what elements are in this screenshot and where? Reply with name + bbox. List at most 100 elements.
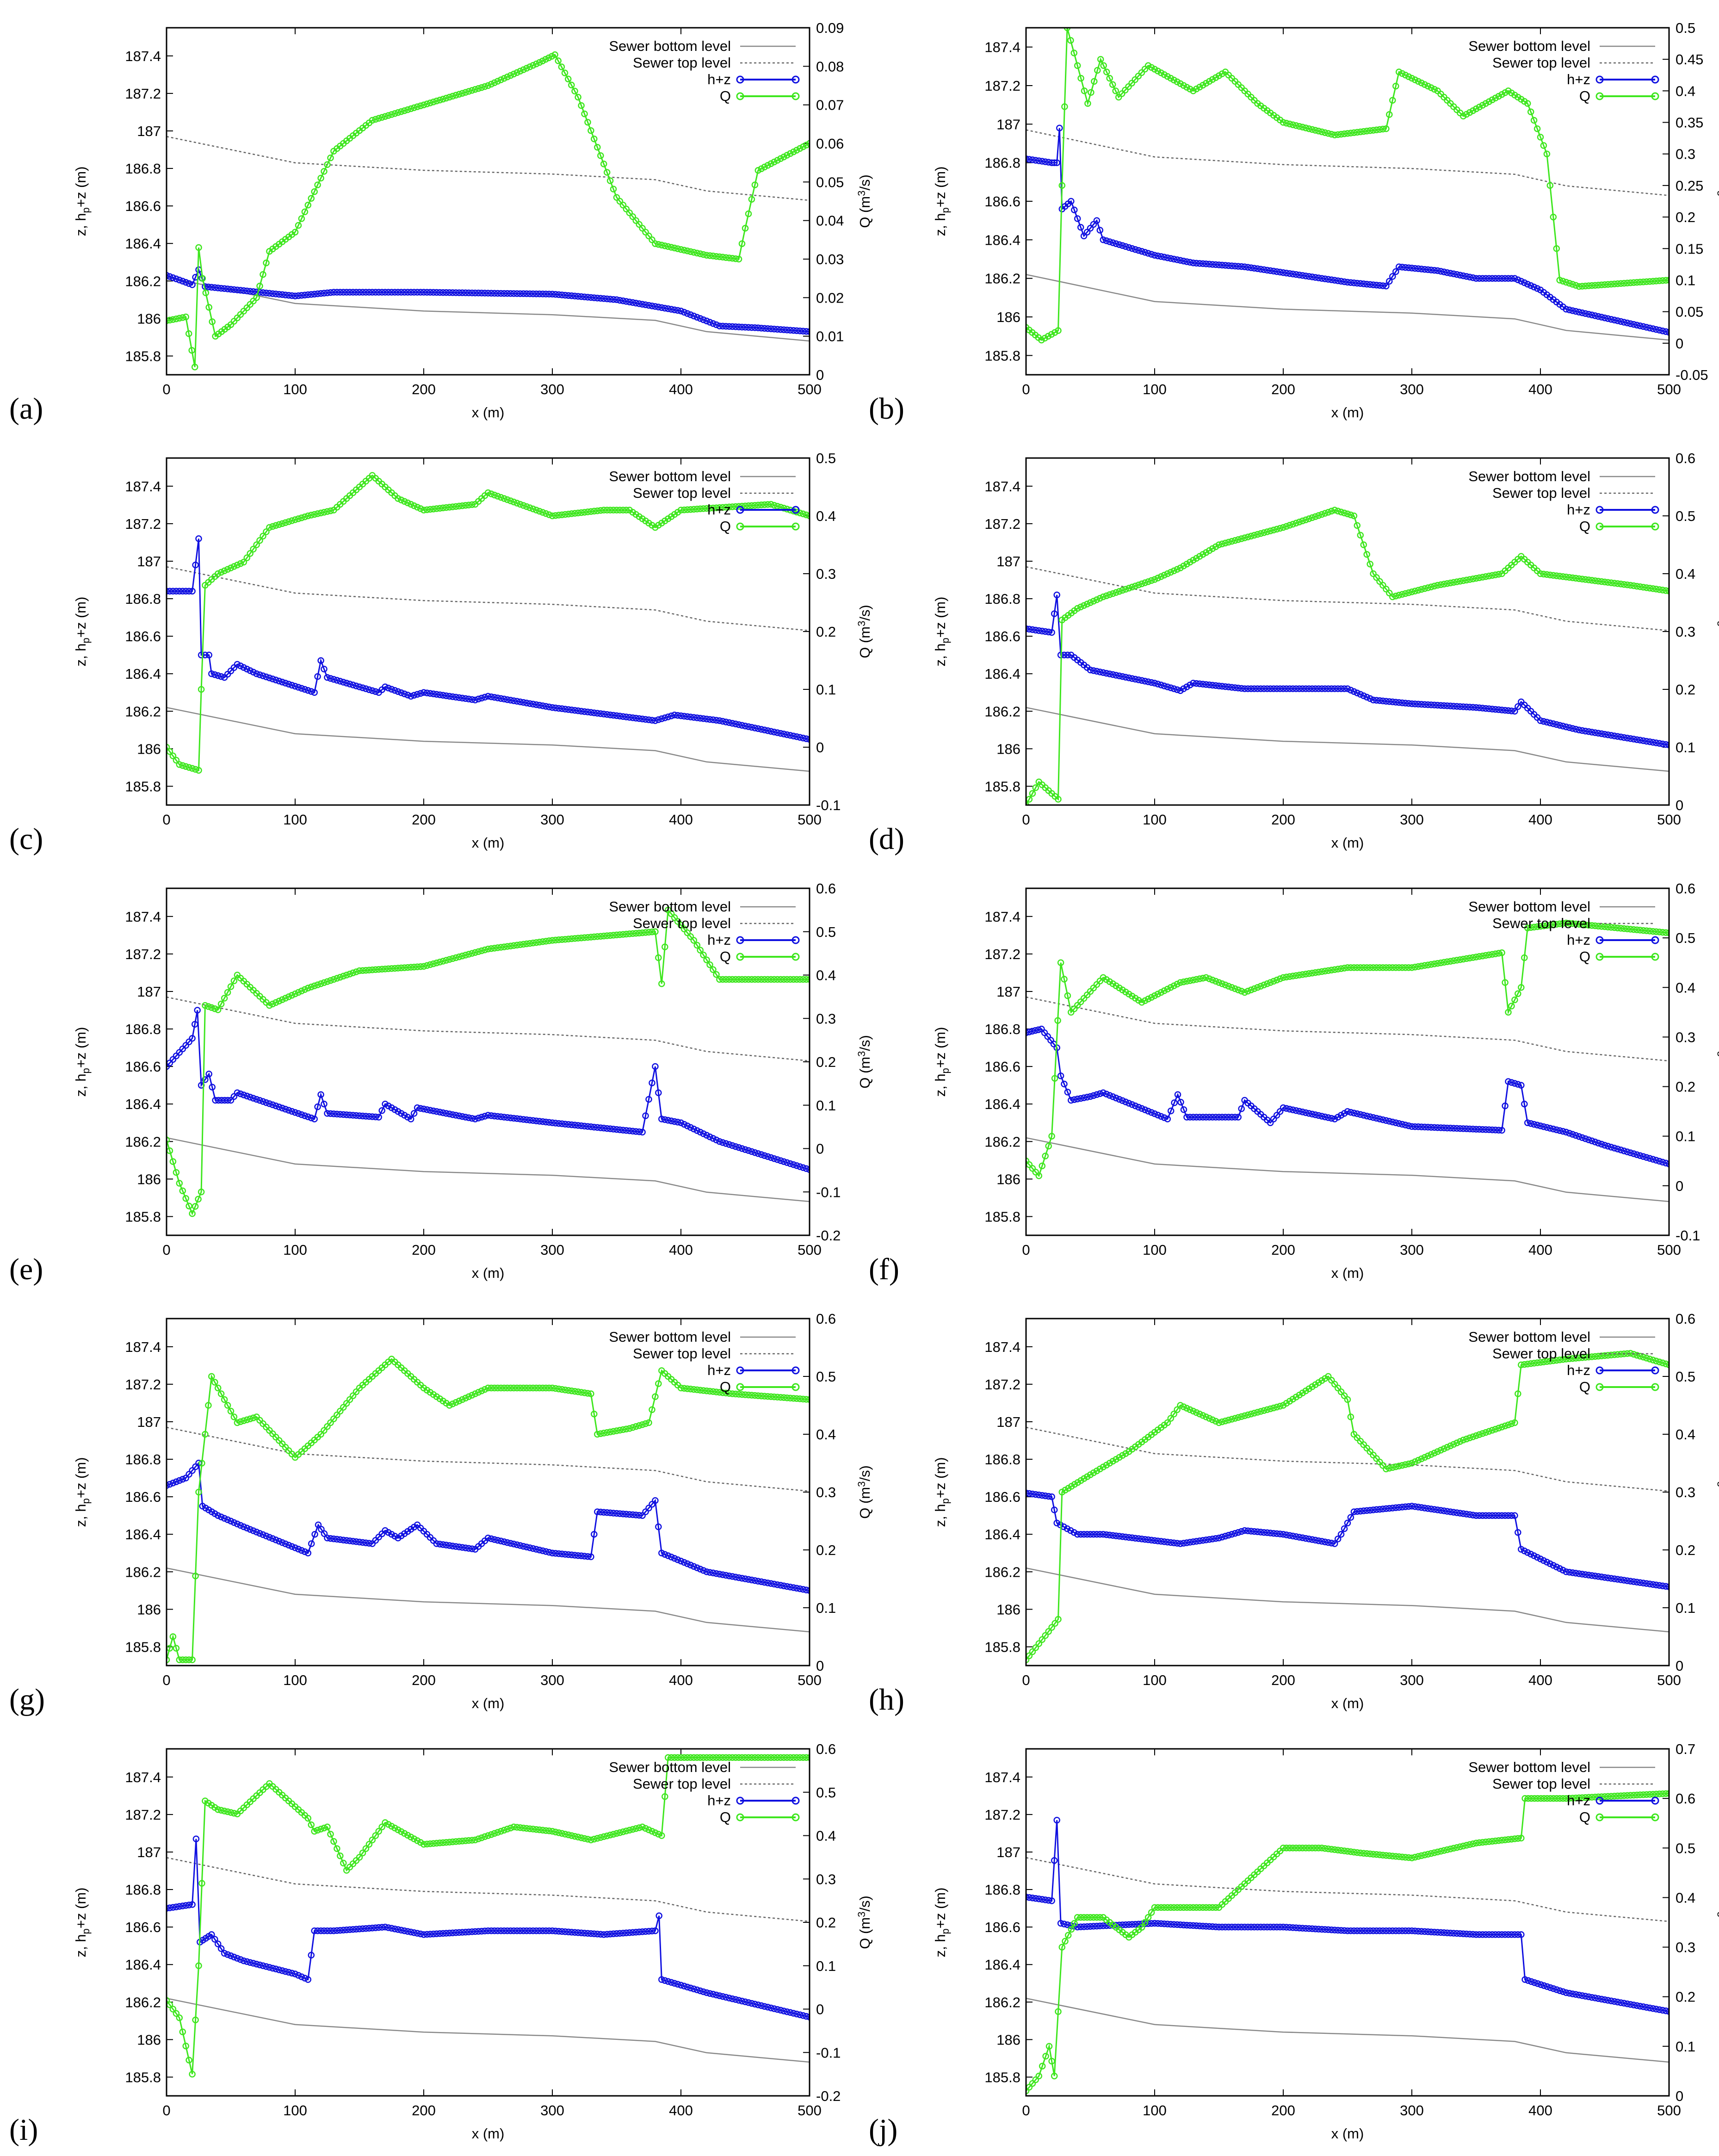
- hz-point: [269, 290, 276, 297]
- hz-point: [269, 1101, 276, 1109]
- q-point: [664, 243, 672, 250]
- q-point: [1563, 919, 1570, 927]
- hz-point: [1241, 685, 1248, 692]
- hz-point: [1624, 1577, 1631, 1584]
- q-point: [603, 1429, 611, 1436]
- legend-hz-marker: [1651, 936, 1659, 944]
- hz-point: [1267, 1923, 1274, 1931]
- q-point: [446, 1402, 453, 1409]
- q-point: [1334, 131, 1342, 138]
- hz-point: [1386, 1505, 1393, 1512]
- y2-tick-label: 0.6: [816, 1311, 836, 1327]
- hz-point: [1273, 1112, 1280, 1119]
- hz-point: [1312, 274, 1319, 281]
- hz-point: [568, 1121, 575, 1128]
- q-point: [195, 1962, 202, 1970]
- hz-point: [501, 695, 508, 703]
- hz-point: [1064, 651, 1071, 658]
- hz-point: [732, 1143, 739, 1150]
- hz-point: [362, 685, 370, 692]
- hz-point: [308, 1952, 315, 1959]
- q-point: [488, 490, 495, 497]
- q-point: [1617, 925, 1625, 932]
- hz-point: [1633, 2002, 1640, 2009]
- hz-point: [1579, 727, 1586, 734]
- hz-point: [1302, 685, 1309, 692]
- hz-point: [1248, 1528, 1255, 1535]
- x-tick-label: 0: [162, 812, 170, 828]
- hz-point: [1064, 1525, 1071, 1532]
- hz-point: [700, 1567, 707, 1574]
- q-point: [1418, 586, 1425, 593]
- hz-point: [520, 290, 527, 297]
- hz-point: [1505, 1078, 1512, 1085]
- hz-point: [1463, 1125, 1470, 1133]
- q-point: [491, 79, 498, 87]
- hz-point: [1051, 1857, 1058, 1864]
- hz-point: [182, 588, 189, 595]
- hz-point: [796, 734, 804, 741]
- q-point: [1292, 1845, 1300, 1852]
- hz-point: [1434, 1506, 1441, 1513]
- hz-point: [745, 1576, 752, 1583]
- hz-point: [488, 1535, 495, 1543]
- hz-point: [1383, 1505, 1390, 1512]
- y2-tick-label: 0.5: [1676, 1369, 1695, 1385]
- hz-point: [449, 1929, 456, 1936]
- q-point: [745, 976, 752, 983]
- hz-point: [1354, 689, 1361, 697]
- hz-point: [1187, 1922, 1193, 1929]
- x-tick-label: 500: [798, 812, 822, 828]
- hz-point: [642, 1928, 649, 1935]
- q-point: [552, 936, 559, 944]
- hz-point: [796, 1163, 804, 1170]
- q-point: [1505, 1836, 1512, 1843]
- q-point: [623, 205, 630, 212]
- panel-label: (e): [9, 1252, 43, 1286]
- hz-point: [1392, 1927, 1399, 1934]
- q-point: [562, 1386, 569, 1394]
- panel-label: (g): [9, 1683, 45, 1716]
- q-point: [1251, 1410, 1258, 1417]
- q-point: [710, 504, 717, 512]
- q-point: [327, 1419, 334, 1426]
- hz-point: [1476, 1512, 1483, 1519]
- hz-point: [639, 1128, 646, 1136]
- q-point: [558, 1830, 566, 1837]
- y-tick-label: 187.4: [984, 909, 1020, 925]
- q-point: [539, 1827, 546, 1834]
- hz-point: [1588, 311, 1595, 319]
- hz-point: [1254, 265, 1261, 273]
- hz-point: [523, 1116, 530, 1123]
- hz-point: [530, 700, 537, 708]
- q-point: [1428, 961, 1435, 968]
- q-point: [1511, 996, 1518, 1004]
- hz-point: [1508, 275, 1515, 282]
- q-point: [1395, 68, 1403, 75]
- hz-point: [568, 1929, 575, 1936]
- q-point: [298, 987, 305, 995]
- hz-point: [1325, 1114, 1332, 1121]
- q-point: [436, 505, 444, 512]
- q-point: [308, 984, 315, 991]
- hz-point: [1154, 1920, 1162, 1927]
- hz-point: [1212, 261, 1219, 268]
- q-point: [1408, 964, 1416, 971]
- hz-point: [1569, 1990, 1576, 1997]
- hz-point: [1177, 687, 1184, 694]
- hz-point: [234, 661, 241, 668]
- q-point: [188, 347, 195, 354]
- hz-point: [1370, 696, 1377, 704]
- hz-point: [311, 1115, 318, 1122]
- hz-point: [484, 1535, 492, 1542]
- y2-tick-label: 0.2: [816, 624, 836, 640]
- q-point: [346, 970, 353, 978]
- y-tick-label: 187.2: [984, 1807, 1020, 1823]
- x-tick-label: 400: [1528, 2102, 1552, 2119]
- q-point: [308, 512, 315, 519]
- hz-point: [407, 1115, 414, 1122]
- q-point: [1525, 1795, 1532, 1802]
- hz-point: [1389, 273, 1396, 280]
- hz-point: [545, 1549, 553, 1556]
- hz-point: [272, 291, 279, 297]
